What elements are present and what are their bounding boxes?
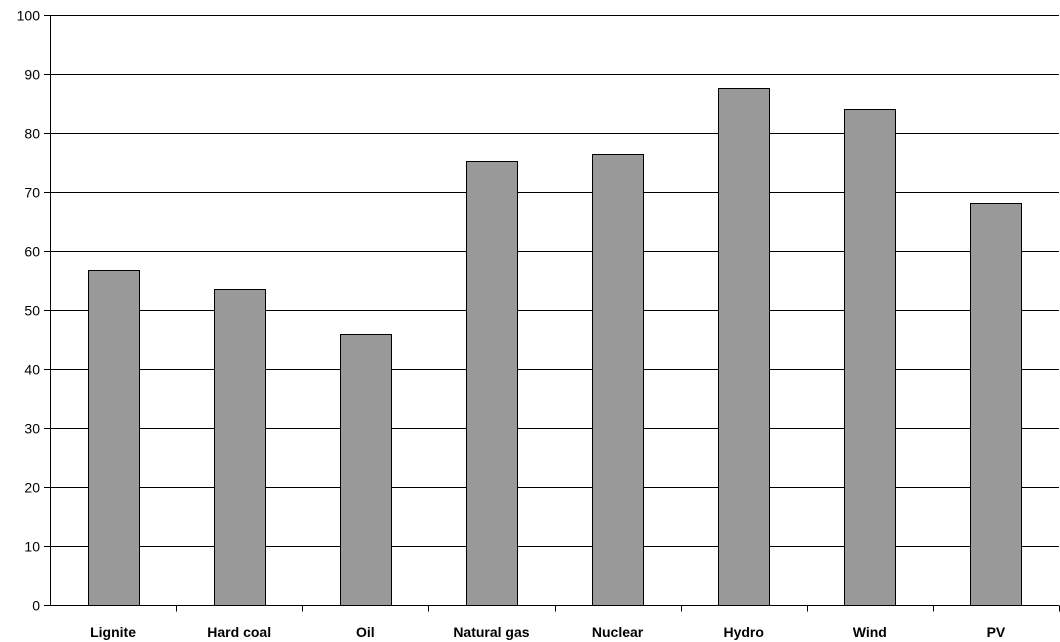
bar-pv	[970, 203, 1022, 606]
x-tick-label: Lignite	[90, 624, 136, 640]
x-tick-label: Oil	[356, 624, 375, 640]
x-tick-label: Hard coal	[207, 624, 271, 640]
y-tick-label: 70	[24, 185, 40, 201]
bar-natural-gas	[466, 161, 518, 606]
bar-hydro	[718, 88, 770, 606]
y-tick-label: 80	[24, 126, 40, 142]
bar-wind	[844, 109, 896, 606]
y-tick-label: 10	[24, 539, 40, 555]
y-tick-label: 0	[32, 598, 40, 614]
tick-labels: 0 10 20 30 40 50 60 70 80 90 100 Lignite Hard coal Oi…	[17, 8, 1006, 641]
bars	[88, 88, 1022, 606]
y-tick-label: 40	[24, 362, 40, 378]
bar-hard-coal	[214, 289, 266, 606]
bar-oil	[340, 334, 392, 606]
bar-lignite	[88, 270, 140, 606]
bar-nuclear	[592, 154, 644, 606]
y-tick-label: 100	[17, 8, 41, 24]
x-tick-label: Hydro	[723, 624, 763, 640]
x-tick-label: Wind	[853, 624, 887, 640]
y-tick-label: 60	[24, 244, 40, 260]
gridlines	[50, 15, 1059, 547]
x-tick-label: PV	[987, 624, 1006, 640]
axes	[44, 15, 1060, 612]
y-tick-label: 30	[24, 421, 40, 437]
y-tick-label: 20	[24, 480, 40, 496]
y-tick-label: 50	[24, 303, 40, 319]
x-tick-label: Natural gas	[453, 624, 529, 640]
x-tick-label: Nuclear	[592, 624, 644, 640]
y-tick-label: 90	[24, 67, 40, 83]
